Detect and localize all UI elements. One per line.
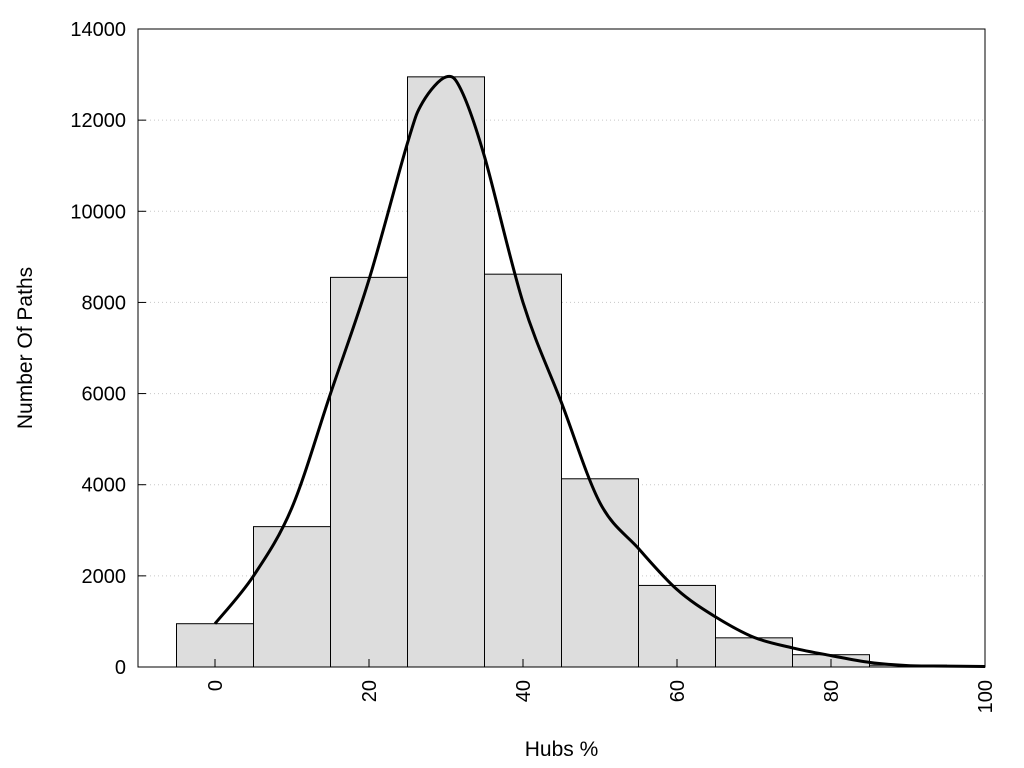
x-tick-label: 40 (513, 680, 535, 702)
y-tick-label: 14000 (70, 19, 126, 41)
y-tick-label: 12000 (70, 110, 126, 132)
plot-frame (137, 28, 986, 668)
x-tick-label: 20 (359, 680, 381, 702)
x-axis-title: Hubs % (525, 738, 599, 761)
y-tick-label: 4000 (82, 475, 127, 497)
y-tick-label: 2000 (82, 566, 127, 588)
x-tick-label: 80 (821, 680, 843, 702)
histogram-bar (330, 276, 408, 668)
histogram-bars (176, 76, 947, 668)
y-tick-label: 6000 (82, 384, 127, 406)
x-tick-label: 100 (975, 680, 997, 713)
histogram-bar (715, 637, 793, 668)
histogram-bar (484, 273, 562, 668)
x-tick-label: 60 (667, 680, 689, 702)
y-axis-ticks: 0 2000 4000 6000 8000 10000 12000 14000 (70, 19, 146, 679)
x-axis-ticks: 0 20 40 60 80 100 (205, 659, 997, 713)
histogram-bar (253, 526, 331, 668)
y-tick-label: 8000 (82, 292, 127, 314)
histogram-bar (407, 76, 485, 668)
x-tick-label: 0 (205, 680, 227, 691)
density-curve (213, 74, 986, 668)
y-axis-title: Number Of Paths (14, 267, 37, 429)
histogram-bar (561, 478, 639, 668)
y-tick-label: 0 (115, 657, 126, 679)
histogram-bar (638, 584, 716, 668)
y-tick-label: 10000 (70, 201, 126, 223)
